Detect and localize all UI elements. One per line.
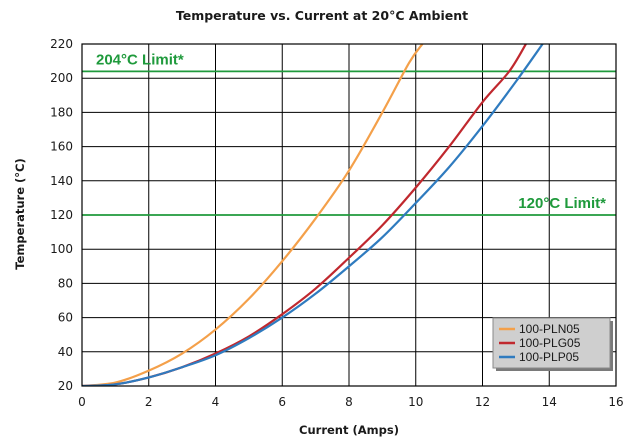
y-tick-label: 140 [50, 174, 73, 188]
x-tick-label: 4 [212, 395, 220, 409]
y-tick-label: 180 [50, 105, 73, 119]
limit-label-204: 204°C Limit* [96, 51, 184, 68]
y-tick-label: 80 [58, 276, 73, 290]
limit-label-120: 120°C Limit* [518, 195, 606, 212]
y-tick-label: 200 [50, 71, 73, 85]
y-tick-label: 220 [50, 37, 73, 51]
y-tick-labels: 20 40 60 80 100 120 140 160 180 200 220 [50, 37, 73, 393]
y-tick-label: 40 [58, 345, 73, 359]
x-axis-title: Current (Amps) [299, 423, 399, 437]
x-tick-label: 10 [408, 395, 423, 409]
plot-frame [81, 43, 617, 387]
legend-label: 100-PLG05 [519, 336, 581, 350]
y-axis-title: Temperature (°C) [13, 158, 27, 269]
x-tick-label: 16 [608, 395, 623, 409]
grid [81, 43, 617, 387]
y-tick-label: 120 [50, 208, 73, 222]
legend-label: 100-PLP05 [519, 350, 579, 364]
y-tick-label: 20 [58, 379, 73, 393]
y-tick-label: 160 [50, 140, 73, 154]
y-tick-label: 100 [50, 242, 73, 256]
legend-label: 100-PLN05 [519, 322, 580, 336]
x-tick-label: 2 [145, 395, 153, 409]
chart-title: Temperature vs. Current at 20°C Ambient [176, 8, 468, 23]
x-tick-labels: 0 2 4 6 8 10 12 14 16 [78, 395, 623, 409]
series-line-100-plp05 [82, 44, 544, 386]
x-tick-label: 8 [345, 395, 353, 409]
series-lines [82, 44, 544, 386]
limit-lines: 204°C Limit* 120°C Limit* [82, 51, 616, 216]
x-tick-label: 6 [278, 395, 286, 409]
y-tick-label: 60 [58, 311, 73, 325]
x-tick-label: 0 [78, 395, 86, 409]
x-tick-label: 12 [475, 395, 490, 409]
x-tick-label: 14 [542, 395, 557, 409]
series-line-100-pln05 [82, 44, 424, 386]
